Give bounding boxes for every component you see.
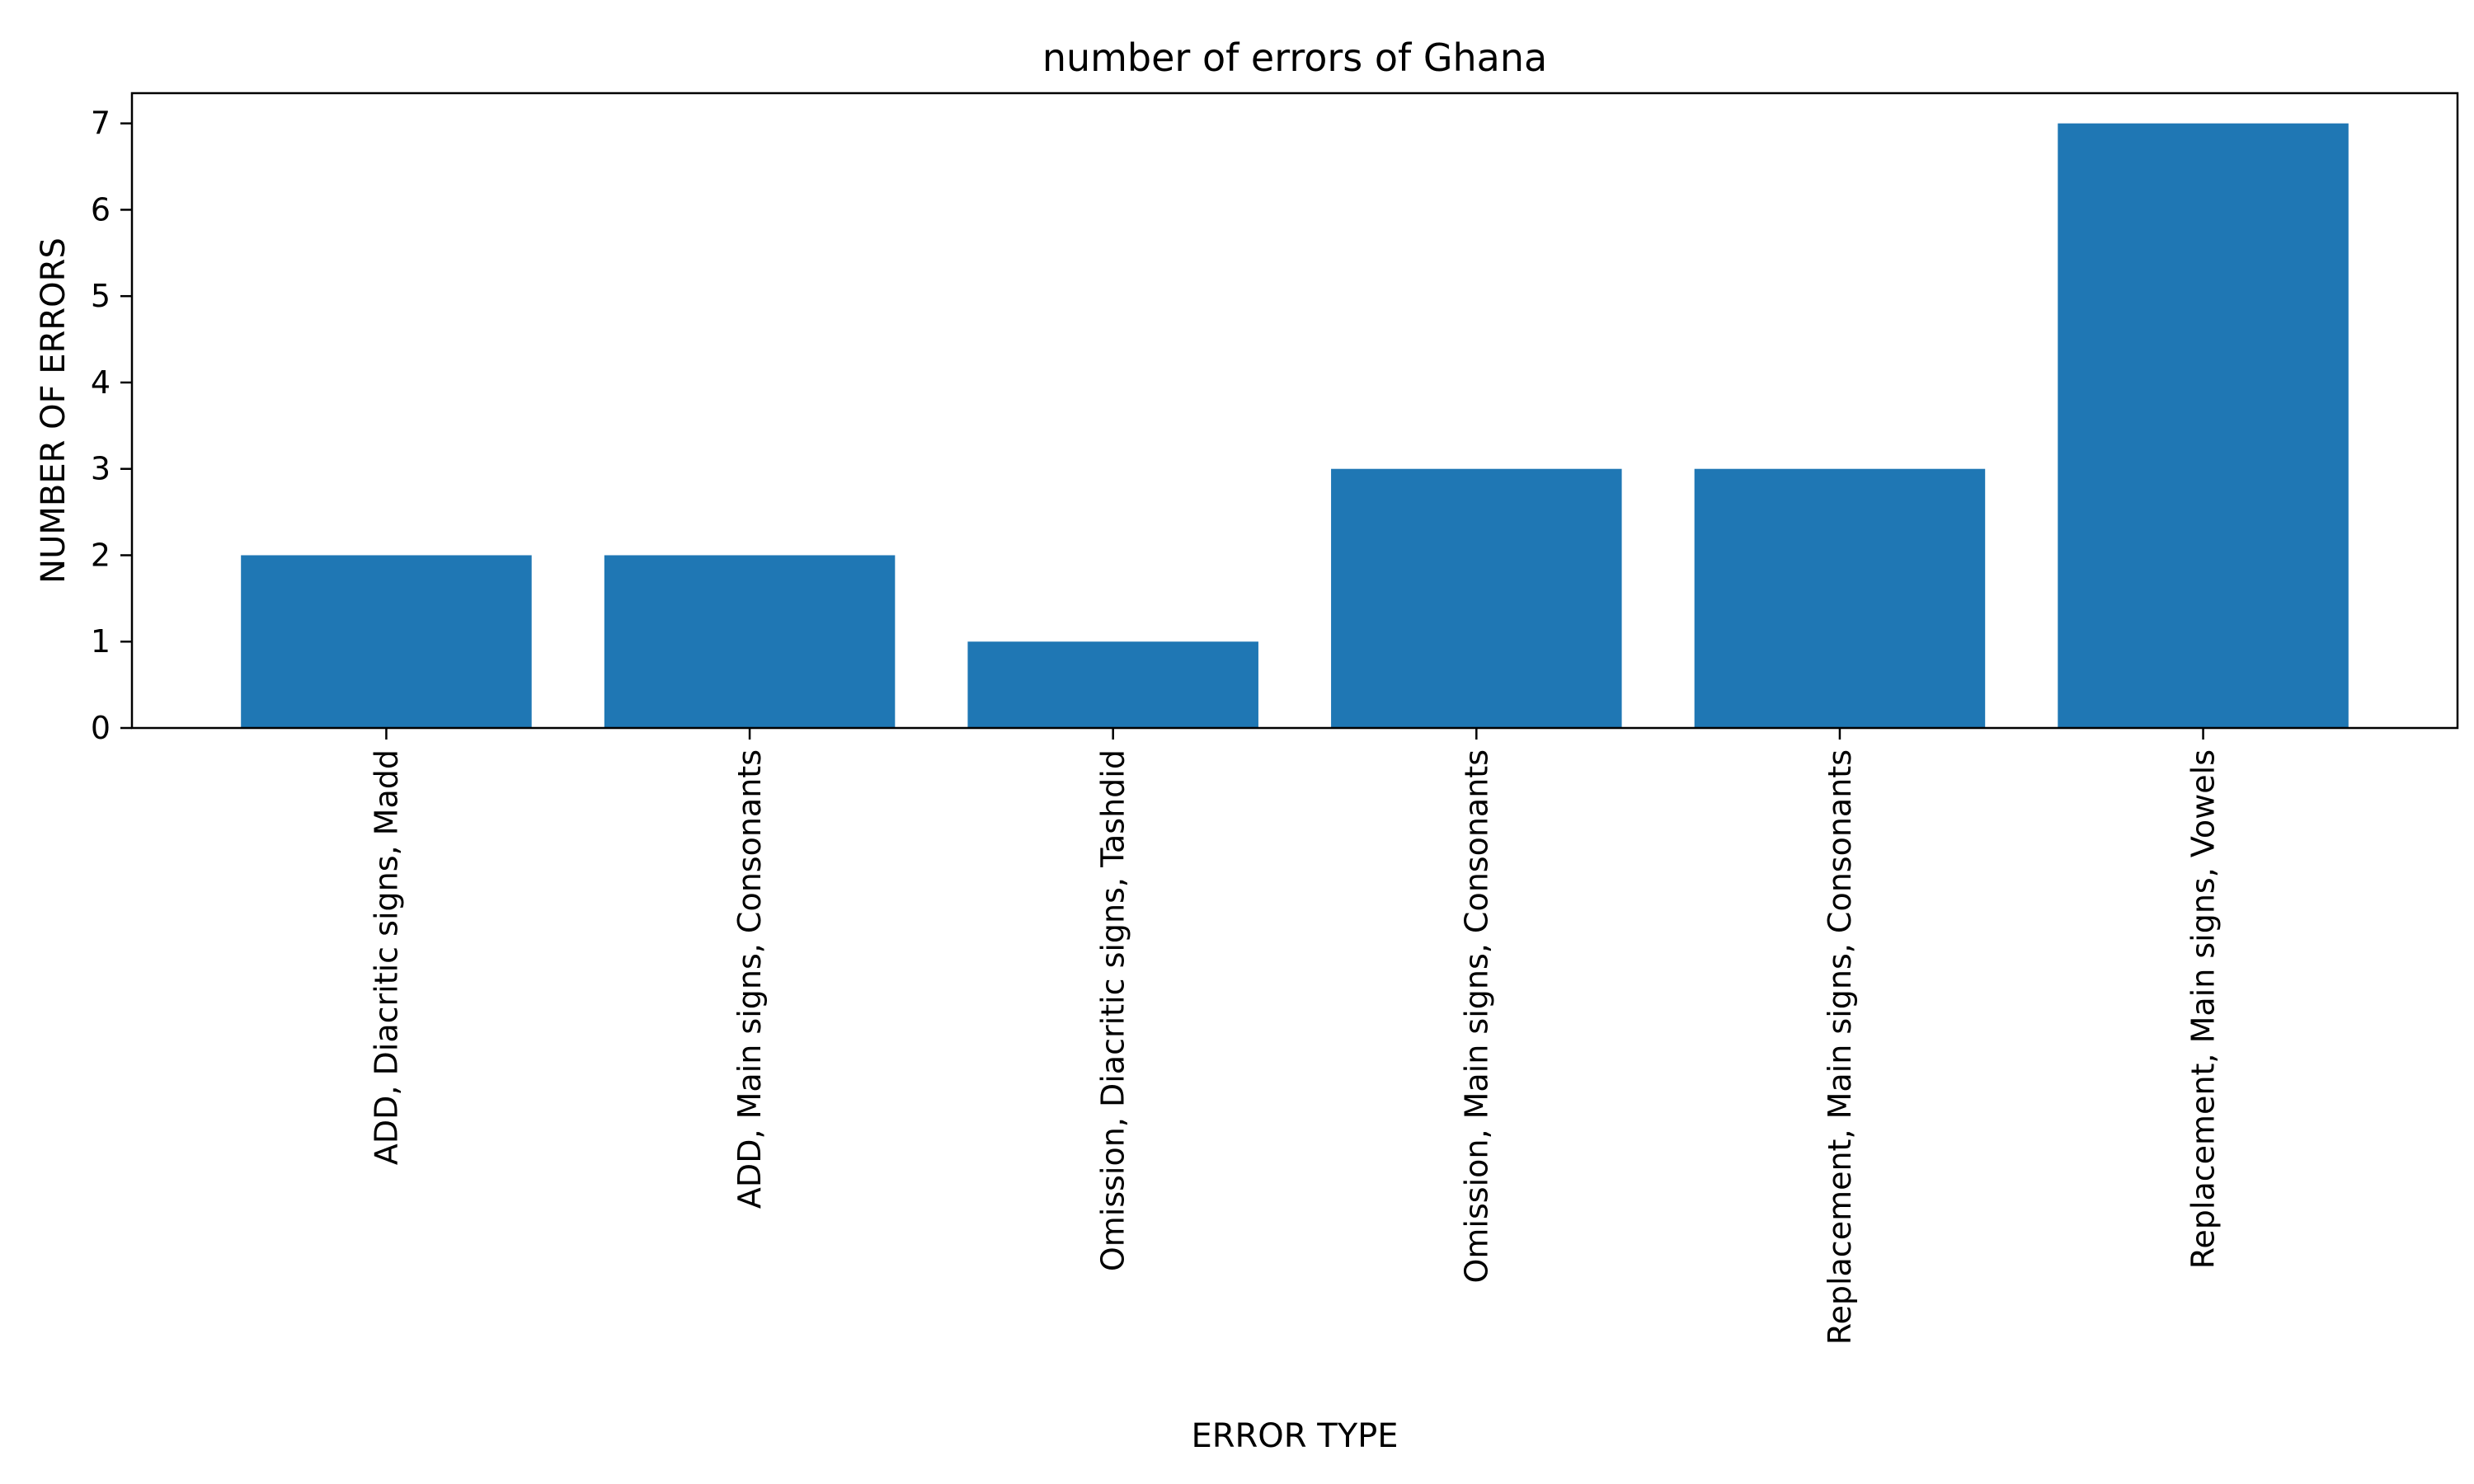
y-axis-ticks: 0 1 2 3 4 5 6 7 [91,106,132,746]
plot-frame [130,92,2459,730]
y-tick-label-0: 0 [91,710,111,746]
bar-3 [967,641,1258,728]
x-axis-ticks: ADD, Diacritic signs, Madd ADD, Main sign… [368,728,2222,1345]
y-axis-title-group: NUMBER OF ERRORS [35,237,73,584]
y-tick-label-1: 1 [91,623,111,660]
x-tick-label-2: ADD, Main signs, Consonants [731,749,768,1209]
bar-4 [1331,468,1622,728]
y-tick-label-7: 7 [91,106,111,142]
x-tick-label-4: Omission, Main signs, Consonants [1458,749,1494,1284]
bar-1 [241,555,532,728]
bar-5 [1694,468,1986,728]
y-tick-label-5: 5 [91,278,111,314]
chart-title: number of errors of Ghana [1042,35,1547,80]
bars-layer [241,123,2349,728]
y-tick-label-4: 4 [91,364,111,401]
y-axis-title: NUMBER OF ERRORS [35,237,73,584]
x-axis-title: ERROR TYPE [1191,1417,1398,1455]
x-tick-label-5: Replacement, Main signs, Consonants [1822,749,1858,1345]
bar-2 [604,555,896,728]
bar-6 [2058,123,2349,728]
y-tick-label-3: 3 [91,451,111,487]
x-tick-label-6: Replacement, Main signs, Vowels [2185,749,2222,1269]
x-tick-label-3: Omission, Diacritic signs, Tashdid [1095,749,1131,1271]
y-tick-label-6: 6 [91,191,111,228]
x-tick-label-1: ADD, Diacritic signs, Madd [368,749,404,1165]
y-tick-label-2: 2 [91,537,111,573]
